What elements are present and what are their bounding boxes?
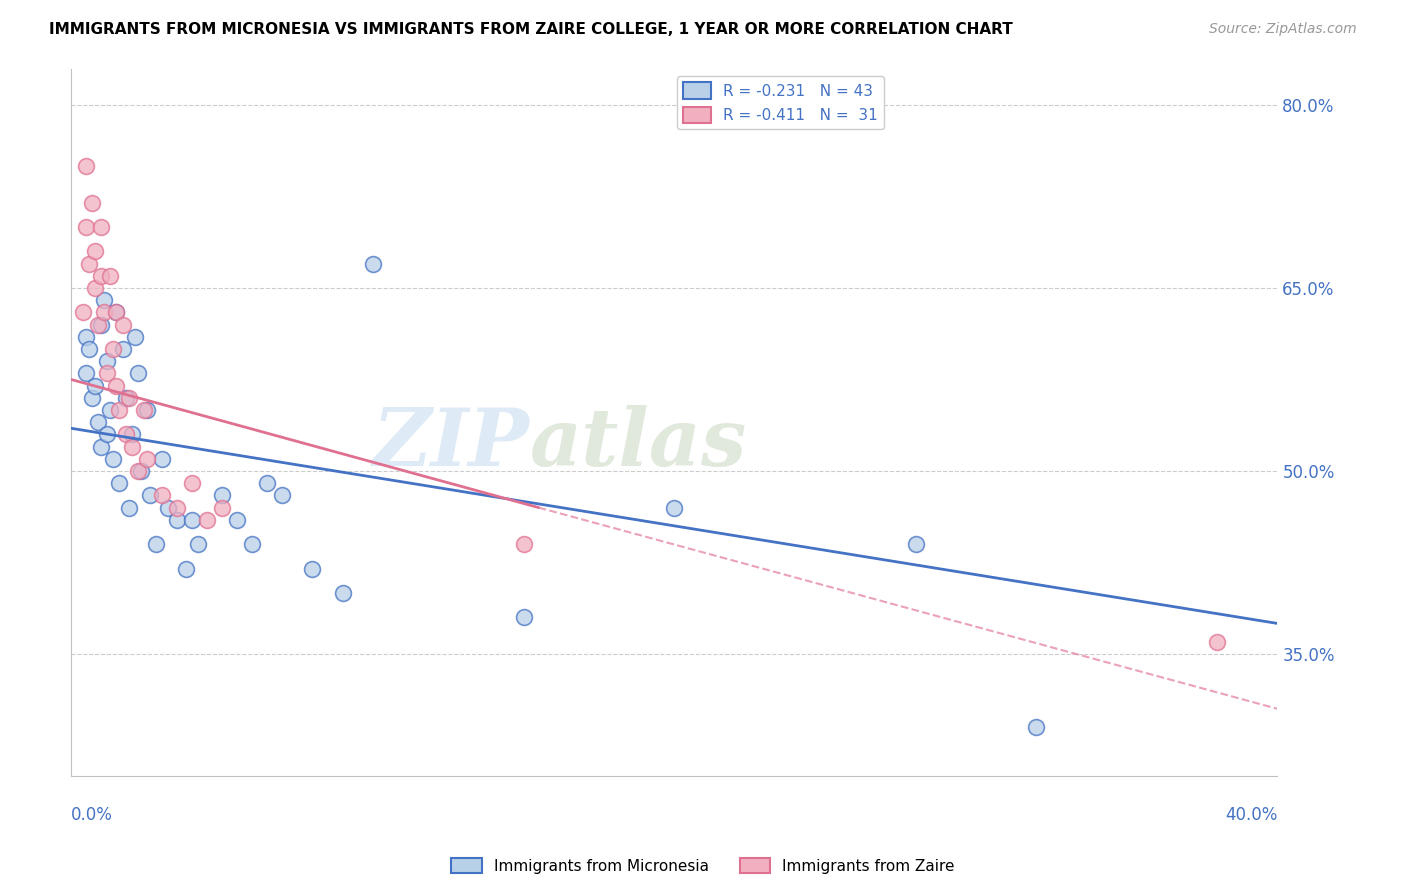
Point xyxy=(1206,634,1229,648)
Point xyxy=(103,451,125,466)
Point xyxy=(664,500,686,515)
Point xyxy=(90,318,112,332)
Point xyxy=(84,281,107,295)
Point xyxy=(332,586,354,600)
Point xyxy=(111,342,134,356)
Point xyxy=(512,537,534,551)
Point xyxy=(195,513,218,527)
Point xyxy=(211,500,233,515)
Text: atlas: atlas xyxy=(530,405,747,483)
Point xyxy=(132,403,155,417)
Point xyxy=(87,318,110,332)
Point xyxy=(108,403,131,417)
Point xyxy=(135,451,157,466)
Point xyxy=(187,537,209,551)
Point xyxy=(150,488,173,502)
Point xyxy=(256,476,278,491)
Point xyxy=(156,500,179,515)
Point xyxy=(75,367,97,381)
Legend: Immigrants from Micronesia, Immigrants from Zaire: Immigrants from Micronesia, Immigrants f… xyxy=(446,852,960,880)
Point xyxy=(79,257,101,271)
Point xyxy=(100,403,122,417)
Point xyxy=(82,195,104,210)
Point xyxy=(114,427,136,442)
Point xyxy=(180,476,202,491)
Point xyxy=(79,342,101,356)
Text: ZIP: ZIP xyxy=(373,405,530,483)
Point xyxy=(904,537,927,551)
Point xyxy=(121,440,143,454)
Point xyxy=(135,403,157,417)
Point xyxy=(150,451,173,466)
Point xyxy=(166,500,188,515)
Point xyxy=(90,268,112,283)
Point xyxy=(117,391,139,405)
Point xyxy=(226,513,249,527)
Point xyxy=(240,537,263,551)
Point xyxy=(87,415,110,429)
Point xyxy=(361,257,384,271)
Point xyxy=(121,427,143,442)
Point xyxy=(82,391,104,405)
Point xyxy=(93,293,115,308)
Text: IMMIGRANTS FROM MICRONESIA VS IMMIGRANTS FROM ZAIRE COLLEGE, 1 YEAR OR MORE CORR: IMMIGRANTS FROM MICRONESIA VS IMMIGRANTS… xyxy=(49,22,1012,37)
Point xyxy=(100,268,122,283)
Text: 40.0%: 40.0% xyxy=(1225,806,1278,824)
Point xyxy=(75,220,97,235)
Point xyxy=(271,488,294,502)
Point xyxy=(105,305,128,319)
Point xyxy=(90,220,112,235)
Point xyxy=(93,305,115,319)
Point xyxy=(129,464,152,478)
Text: 0.0%: 0.0% xyxy=(72,806,112,824)
Point xyxy=(117,500,139,515)
Point xyxy=(211,488,233,502)
Point xyxy=(180,513,202,527)
Point xyxy=(96,354,118,368)
Point xyxy=(105,378,128,392)
Point xyxy=(111,318,134,332)
Point xyxy=(108,476,131,491)
Point xyxy=(138,488,160,502)
Point xyxy=(96,427,118,442)
Point xyxy=(1025,720,1047,734)
Legend: R = -0.231   N = 43, R = -0.411   N =  31: R = -0.231 N = 43, R = -0.411 N = 31 xyxy=(678,76,884,129)
Point xyxy=(90,440,112,454)
Point xyxy=(105,305,128,319)
Point xyxy=(72,305,94,319)
Point xyxy=(75,159,97,173)
Point xyxy=(103,342,125,356)
Point xyxy=(124,330,146,344)
Point xyxy=(174,561,197,575)
Point xyxy=(96,367,118,381)
Point xyxy=(127,367,149,381)
Point xyxy=(512,610,534,624)
Point xyxy=(166,513,188,527)
Point xyxy=(127,464,149,478)
Point xyxy=(84,244,107,259)
Point xyxy=(114,391,136,405)
Point xyxy=(145,537,167,551)
Point xyxy=(301,561,323,575)
Point xyxy=(84,378,107,392)
Point xyxy=(75,330,97,344)
Text: Source: ZipAtlas.com: Source: ZipAtlas.com xyxy=(1209,22,1357,37)
